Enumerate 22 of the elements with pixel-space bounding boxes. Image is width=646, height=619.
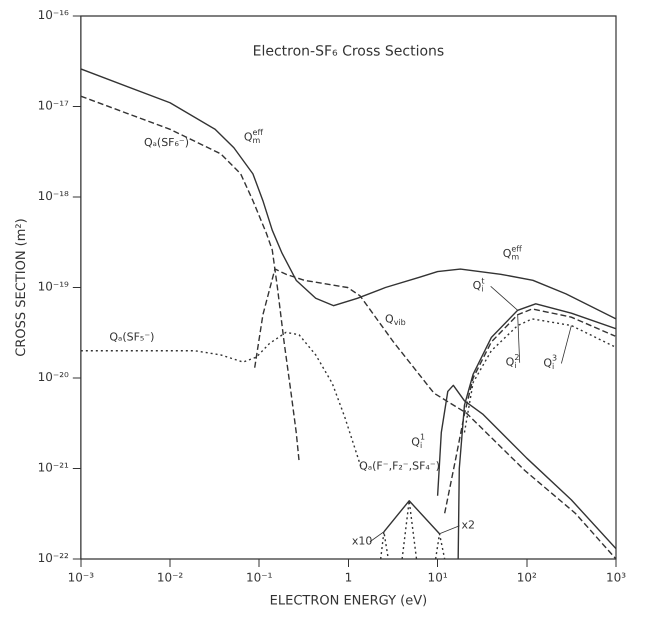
y-tick-label: 10⁻¹⁸ [38, 189, 70, 204]
y-tick-label: 10⁻²⁰ [38, 370, 70, 384]
y-tick-label: 10⁻¹⁹ [38, 280, 70, 294]
x-tick-label: 10³ [606, 570, 626, 584]
x-tick-label: 10¹ [428, 570, 448, 584]
annotation: Qₐ(F⁻,F₂⁻,SF₄⁻) [359, 460, 440, 473]
annotation: x2 [462, 518, 476, 532]
x-tick-label: 10⁻¹ [246, 570, 273, 584]
y-tick-label: 10⁻²² [38, 551, 70, 566]
x-tick-label: 10⁻³ [68, 570, 94, 584]
x-tick-label: 1 [344, 570, 352, 584]
annotation: Qₐ(SF₆⁻) [144, 136, 190, 150]
text: Electron-SF₆ Cross Sections [252, 44, 444, 60]
y-axis-title: CROSS SECTION (m²) [14, 218, 30, 357]
annotation: x10 [352, 534, 372, 548]
x-tick-label: 10² [516, 570, 538, 584]
y-tick-label: 10⁻¹⁶ [38, 8, 70, 22]
y-tick-label: 10⁻¹⁷ [38, 98, 70, 113]
x-axis-title: ELECTRON ENERGY (eV) [270, 594, 428, 609]
y-tick-label: 10⁻²¹ [38, 460, 70, 475]
annotation: Qₐ(SF₅⁻) [109, 330, 154, 344]
x-tick-label: 10⁻² [156, 570, 184, 584]
